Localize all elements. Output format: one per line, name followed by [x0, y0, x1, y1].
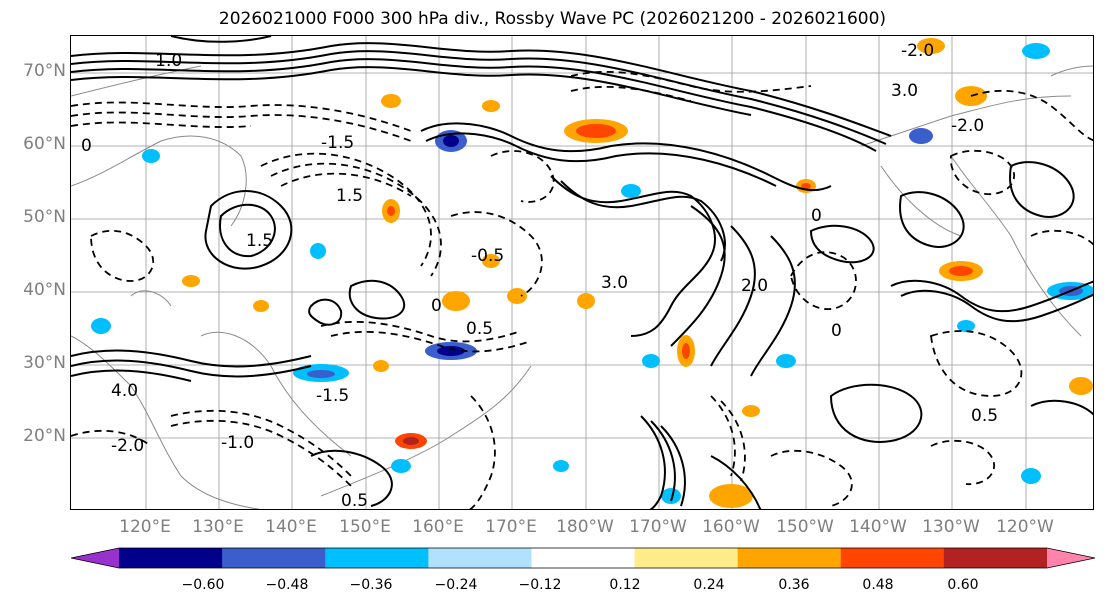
longitude-label-130w: 130°W: [922, 517, 980, 537]
contour-label: 2.0: [741, 276, 768, 296]
latitude-label-20n: 20°N: [23, 426, 66, 446]
colorbar-segment: [325, 548, 429, 568]
colorbar-tick-label: 0.36: [778, 577, 810, 593]
colorbar-segment: [943, 548, 1048, 568]
colorbar-segment: [840, 548, 945, 568]
longitude-label-150e: 150°E: [339, 517, 391, 537]
longitude-label-180w: 180°W: [556, 517, 614, 537]
colorbar-outline: [70, 547, 1096, 569]
colorbar-segment: [428, 548, 532, 568]
map-plot-area: -1.0 -1.5 1.5 1.5 -0.5 0 0.5 -1.5 4.0 -1…: [70, 35, 1094, 510]
colorbar-tick-label: 0.12: [609, 577, 641, 593]
contour-label: -1.5: [321, 133, 354, 153]
longitude-label-170e: 170°E: [485, 517, 537, 537]
colorbar-tick-label: −0.24: [434, 577, 478, 593]
colorbar-segment: [737, 548, 842, 568]
contour-label: 0: [431, 296, 442, 316]
colorbar-tick-label: 0.60: [947, 577, 979, 593]
latitude-label-30n: 30°N: [23, 353, 66, 373]
contour-label: -2.0: [111, 436, 144, 456]
contour-label: -1.0: [221, 433, 254, 453]
longitude-label-140e: 140°E: [265, 517, 317, 537]
latitude-label-70n: 70°N: [23, 61, 66, 81]
colorbar-tick-label: −0.12: [518, 577, 562, 593]
longitude-label-150w: 150°W: [776, 517, 834, 537]
contour-label: 0.5: [971, 406, 998, 426]
colorbar-tick-label: −0.60: [181, 577, 225, 593]
contour-label: 3.0: [601, 273, 628, 293]
contour-label: 3.0: [891, 81, 918, 101]
map-canvas: -1.0 -1.5 1.5 1.5 -0.5 0 0.5 -1.5 4.0 -1…: [71, 36, 1093, 510]
colorbar-extend-min: [71, 548, 119, 568]
colorbar-segment: [634, 548, 739, 568]
shaded-patches: [91, 38, 1093, 508]
latitude-label-40n: 40°N: [23, 280, 66, 300]
contour-label: 1.5: [246, 231, 273, 251]
contour-label: 4.0: [111, 381, 138, 401]
longitude-label-160w: 160°W: [702, 517, 760, 537]
colorbar-tick-label: −0.36: [349, 577, 393, 593]
contour-label: -2.0: [951, 116, 984, 136]
contour-label: 0: [811, 206, 822, 226]
colorbar-tick-label: 0.48: [862, 577, 894, 593]
contour-label: -1.0: [149, 51, 182, 71]
longitude-label-170w: 170°W: [629, 517, 687, 537]
colorbar-tick-label: 0.24: [693, 577, 725, 593]
colorbar-tick-label: −0.48: [265, 577, 309, 593]
contour-label: 1.5: [336, 186, 363, 206]
contour-label-group: -1.0 -1.5 1.5 1.5 -0.5 0 0.5 -1.5 4.0 -1…: [81, 41, 998, 510]
contour-label: 0.5: [466, 319, 493, 339]
colorbar-segment: [222, 548, 326, 568]
longitude-label-120w: 120°W: [996, 517, 1054, 537]
longitude-label-130e: 130°E: [192, 517, 244, 537]
map-title: 2026021000 F000 300 hPa div., Rossby Wav…: [218, 9, 887, 29]
colorbar-extend-max: [1047, 548, 1095, 568]
longitude-label-140w: 140°W: [849, 517, 907, 537]
contour-label: 0: [831, 321, 842, 341]
contour-label: -1.5: [316, 386, 349, 406]
latitude-label-60n: 60°N: [23, 134, 66, 154]
longitude-label-160e: 160°E: [412, 517, 464, 537]
contour-label: -0.5: [471, 246, 504, 266]
contour-label: 0.5: [341, 491, 368, 510]
latitude-label-50n: 50°N: [23, 207, 66, 227]
colorbar-segment: [119, 548, 223, 568]
colorbar-segment: [531, 548, 636, 568]
dashed-contours: [71, 71, 1093, 509]
colorbar-segments: [70, 547, 1096, 569]
contour-label: -2.0: [901, 41, 934, 61]
longitude-label-120e: 120°E: [119, 517, 171, 537]
contour-label: 0: [81, 136, 92, 156]
colorbar: [70, 547, 1096, 569]
